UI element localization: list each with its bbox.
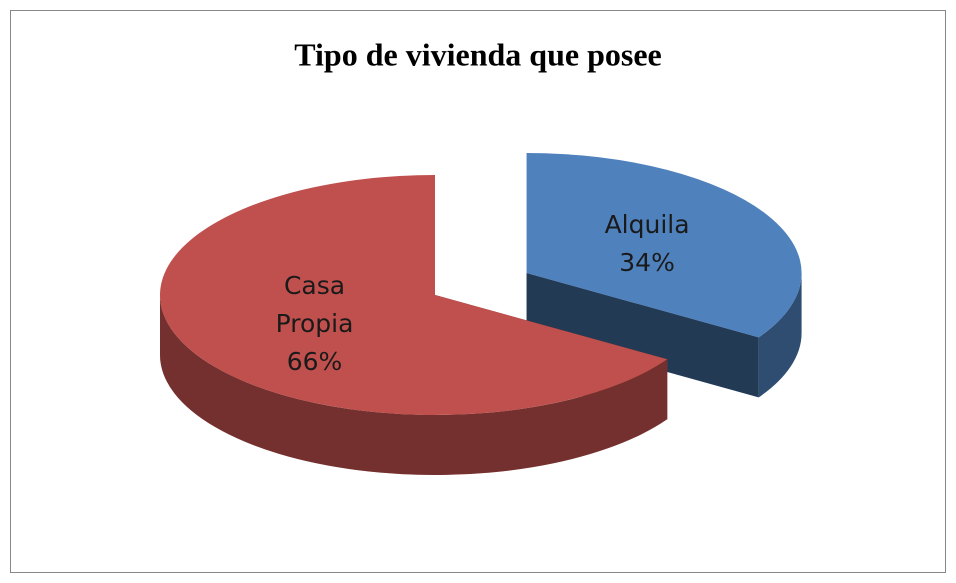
data-label: Alquila 34% xyxy=(605,206,690,282)
data-label: Casa Propia 66% xyxy=(255,267,375,381)
pie-slice xyxy=(159,175,668,415)
value-label: 34% xyxy=(619,248,675,278)
slice-side xyxy=(160,295,668,475)
category-label: Casa Propia xyxy=(275,270,354,338)
value-label: 66% xyxy=(286,346,343,376)
chart-frame xyxy=(10,10,946,573)
slice-side-shade xyxy=(758,273,802,398)
chart-title: Tipo de vivienda que posee xyxy=(294,36,661,72)
slice-side xyxy=(758,273,802,398)
pie-slice xyxy=(526,153,802,338)
category-label: Alquila xyxy=(604,210,690,240)
slice-shade xyxy=(526,273,759,398)
slice-side-shade xyxy=(160,295,668,475)
